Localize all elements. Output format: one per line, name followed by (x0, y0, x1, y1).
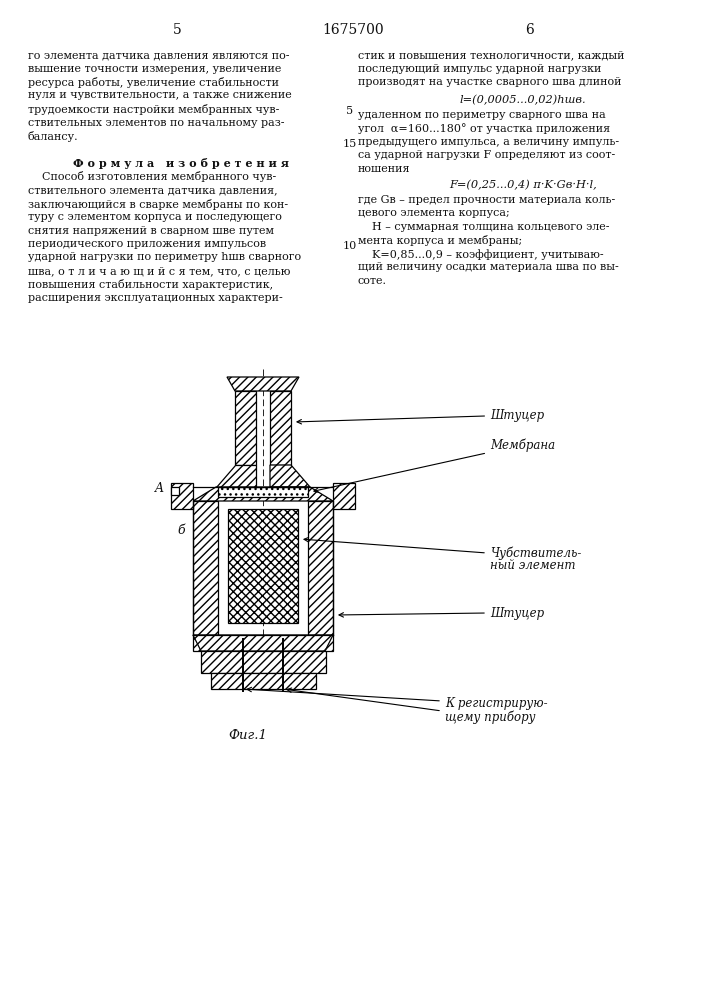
Text: 5: 5 (173, 23, 182, 37)
Text: ный элемент: ный элемент (490, 559, 575, 572)
Polygon shape (193, 487, 333, 501)
Text: удаленном по периметру сварного шва на: удаленном по периметру сварного шва на (358, 110, 606, 120)
Text: ударной нагрузки по периметру hшв сварного: ударной нагрузки по периметру hшв сварно… (28, 252, 301, 262)
Text: F=(0,25...0,4) π·K·Gв·H·l,: F=(0,25...0,4) π·K·Gв·H·l, (449, 180, 597, 190)
Text: K=0,85...0,9 – коэффициент, учитываю-: K=0,85...0,9 – коэффициент, учитываю- (358, 249, 604, 260)
Text: вышение точности измерения, увеличение: вышение точности измерения, увеличение (28, 64, 281, 74)
Polygon shape (308, 501, 333, 635)
Text: 6: 6 (525, 23, 534, 37)
Text: Мембрана: Мембрана (314, 438, 555, 492)
Text: предыдущего импульса, а величину импуль-: предыдущего импульса, а величину импуль- (358, 137, 619, 147)
Text: щему прибору: щему прибору (445, 710, 535, 724)
Text: расширения эксплуатационных характери-: расширения эксплуатационных характери- (28, 293, 283, 303)
Bar (218, 487, 308, 497)
Text: мента корпуса и мембраны;: мента корпуса и мембраны; (358, 235, 522, 246)
Text: Фиг.1: Фиг.1 (228, 729, 267, 742)
Text: где Gв – предел прочности материала коль-: где Gв – предел прочности материала коль… (358, 195, 615, 205)
Bar (171, 487, 179, 495)
Polygon shape (333, 483, 355, 509)
Polygon shape (193, 501, 218, 635)
Text: Штуцер: Штуцер (490, 607, 544, 620)
Bar (193, 635, 333, 651)
Text: цевого элемента корпуса;: цевого элемента корпуса; (358, 209, 510, 219)
Text: Ф о р м у л а   и з о б р е т е н и я: Ф о р м у л а и з о б р е т е н и я (74, 158, 289, 169)
Text: ствительных элементов по начальному раз-: ствительных элементов по начальному раз- (28, 117, 284, 127)
Text: l=(0,0005...0,02)hшв.: l=(0,0005...0,02)hшв. (460, 95, 586, 105)
Polygon shape (270, 465, 310, 487)
Text: 5: 5 (346, 106, 354, 116)
Text: трудоемкости настройки мембранных чув-: трудоемкости настройки мембранных чув- (28, 104, 279, 115)
Text: повышения стабильности характеристик,: повышения стабильности характеристик, (28, 279, 273, 290)
Text: Способ изготовления мембранного чув-: Способ изготовления мембранного чув- (28, 172, 276, 182)
Bar (211, 673, 316, 689)
Text: периодического приложения импульсов: периодического приложения импульсов (28, 239, 266, 249)
Text: са ударной нагрузки F определяют из соот-: са ударной нагрузки F определяют из соот… (358, 150, 615, 160)
Polygon shape (193, 635, 333, 651)
Text: Штуцер: Штуцер (297, 408, 544, 424)
Bar (228, 509, 298, 623)
Text: последующий импульс ударной нагрузки: последующий импульс ударной нагрузки (358, 64, 602, 74)
Text: ствительного элемента датчика давления,: ствительного элемента датчика давления, (28, 185, 278, 195)
Polygon shape (270, 391, 291, 465)
Text: 10: 10 (343, 241, 357, 251)
Text: щий величину осадки материала шва по вы-: щий величину осадки материала шва по вы- (358, 262, 619, 272)
Text: снятия напряжений в сварном шве путем: снятия напряжений в сварном шве путем (28, 226, 274, 235)
Polygon shape (227, 377, 299, 391)
Text: б: б (177, 524, 185, 538)
Text: балансу.: балансу. (28, 131, 78, 142)
Text: го элемента датчика давления являются по-: го элемента датчика давления являются по… (28, 50, 289, 60)
Text: угол  α=160...180° от участка приложения: угол α=160...180° от участка приложения (358, 123, 610, 134)
Text: H – суммарная толщина кольцевого эле-: H – суммарная толщина кольцевого эле- (358, 222, 609, 232)
Text: К регистрирую-: К регистрирую- (445, 697, 548, 710)
Text: нуля и чувствительности, а также снижение: нуля и чувствительности, а также снижени… (28, 91, 292, 101)
Text: соте.: соте. (358, 276, 387, 286)
Polygon shape (216, 465, 256, 487)
Text: заключающийся в сварке мембраны по кон-: заключающийся в сварке мембраны по кон- (28, 198, 288, 210)
Text: ношения: ношения (358, 164, 411, 174)
Text: 15: 15 (343, 139, 357, 149)
Polygon shape (235, 391, 256, 465)
Text: стик и повышения технологичности, каждый: стик и повышения технологичности, каждый (358, 50, 624, 60)
Text: Чубствитель-: Чубствитель- (490, 547, 581, 560)
Text: производят на участке сварного шва длиной: производят на участке сварного шва длино… (358, 77, 621, 87)
Polygon shape (171, 483, 193, 509)
Text: шва, о т л и ч а ю щ и й с я тем, что, с целью: шва, о т л и ч а ю щ и й с я тем, что, с… (28, 266, 291, 276)
Text: A: A (155, 483, 163, 495)
Text: туру с элементом корпуса и последующего: туру с элементом корпуса и последующего (28, 212, 282, 222)
Bar (201, 651, 326, 673)
Text: ресурса работы, увеличение стабильности: ресурса работы, увеличение стабильности (28, 77, 279, 88)
Text: 1675700: 1675700 (322, 23, 384, 37)
